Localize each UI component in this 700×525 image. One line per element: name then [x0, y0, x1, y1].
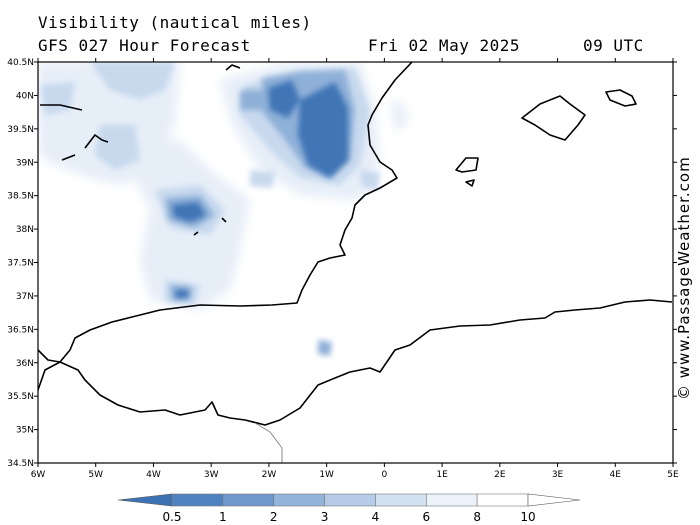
- lon-label: 0: [381, 470, 387, 480]
- lon-label: 2W: [262, 470, 277, 480]
- lat-label: 35.5N: [7, 392, 34, 402]
- lat-label: 37N: [16, 292, 34, 302]
- color-scale-bar: 0.5 1 2 3 4 6 8 10: [117, 493, 581, 524]
- scale-label: 0.5: [162, 510, 181, 524]
- scale-label: 6: [422, 510, 430, 524]
- lon-label: 6W: [31, 470, 46, 480]
- chart-title: Visibility (nautical miles): [38, 13, 312, 32]
- menorca-outline: [605, 89, 637, 107]
- formentera-outline: [465, 179, 475, 187]
- scale-left-arrow: [117, 493, 173, 507]
- scale-label: 4: [372, 510, 380, 524]
- lon-label: 5E: [667, 470, 679, 480]
- lat-label: 38.5N: [7, 192, 34, 202]
- scale-segment: [476, 493, 529, 507]
- scale-label: 2: [270, 510, 278, 524]
- lon-label: 5W: [88, 470, 103, 480]
- lon-label: 3E: [552, 470, 564, 480]
- lat-label: 40.5N: [7, 58, 34, 68]
- visibility-shading: [38, 62, 408, 356]
- lat-label: 34.5N: [7, 459, 34, 469]
- scale-segment: [171, 493, 224, 507]
- lat-label: 39.5N: [7, 125, 34, 135]
- latitude-axis: 40.5N 40N 39.5N 39N 38.5N 38N 37.5N 37N 36.5N 36N…: [7, 58, 677, 469]
- lon-label: 3W: [204, 470, 219, 480]
- lon-label: 1W: [319, 470, 334, 480]
- lat-label: 40N: [16, 91, 34, 101]
- scale-segment: [273, 493, 325, 507]
- country-border: [254, 422, 283, 463]
- lon-label: 4E: [610, 470, 622, 480]
- scale-segment: [222, 493, 275, 507]
- scale-segment: [375, 493, 427, 507]
- lon-label: 4W: [146, 470, 161, 480]
- lat-label: 36N: [16, 359, 34, 369]
- scale-label: 8: [473, 510, 481, 524]
- credit-watermark: © www.PassageWeather.com: [675, 156, 700, 430]
- scale-segment: [324, 493, 376, 507]
- scale-right-arrow: [527, 493, 581, 507]
- lat-label: 39N: [16, 158, 34, 168]
- mallorca-outline: [521, 95, 586, 141]
- lat-label: 36.5N: [7, 325, 34, 335]
- forecast-label: GFS 027 Hour Forecast: [38, 36, 251, 55]
- lon-label: 2E: [494, 470, 506, 480]
- ibiza-outline: [455, 157, 479, 173]
- africa-coastline: [38, 299, 673, 426]
- longitude-axis: 6W 5W 4W 3W 2W 1W 0 1E 2E 3E 4E 5E: [31, 58, 679, 480]
- lon-label: 1E: [436, 470, 448, 480]
- forecast-date: Fri 02 May 2025: [368, 36, 520, 55]
- iberia-coastline: [38, 62, 413, 363]
- credit-text: © www.PassageWeather.com: [675, 156, 693, 400]
- scale-segment: [425, 493, 478, 507]
- scale-label: 1: [219, 510, 227, 524]
- scale-label: 3: [321, 510, 329, 524]
- lat-label: 38N: [16, 225, 34, 235]
- lat-label: 37.5N: [7, 259, 34, 269]
- scale-label: 10: [520, 510, 535, 524]
- lat-label: 35N: [16, 426, 34, 436]
- forecast-time: 09 UTC: [583, 36, 644, 55]
- coastlines: [38, 62, 673, 426]
